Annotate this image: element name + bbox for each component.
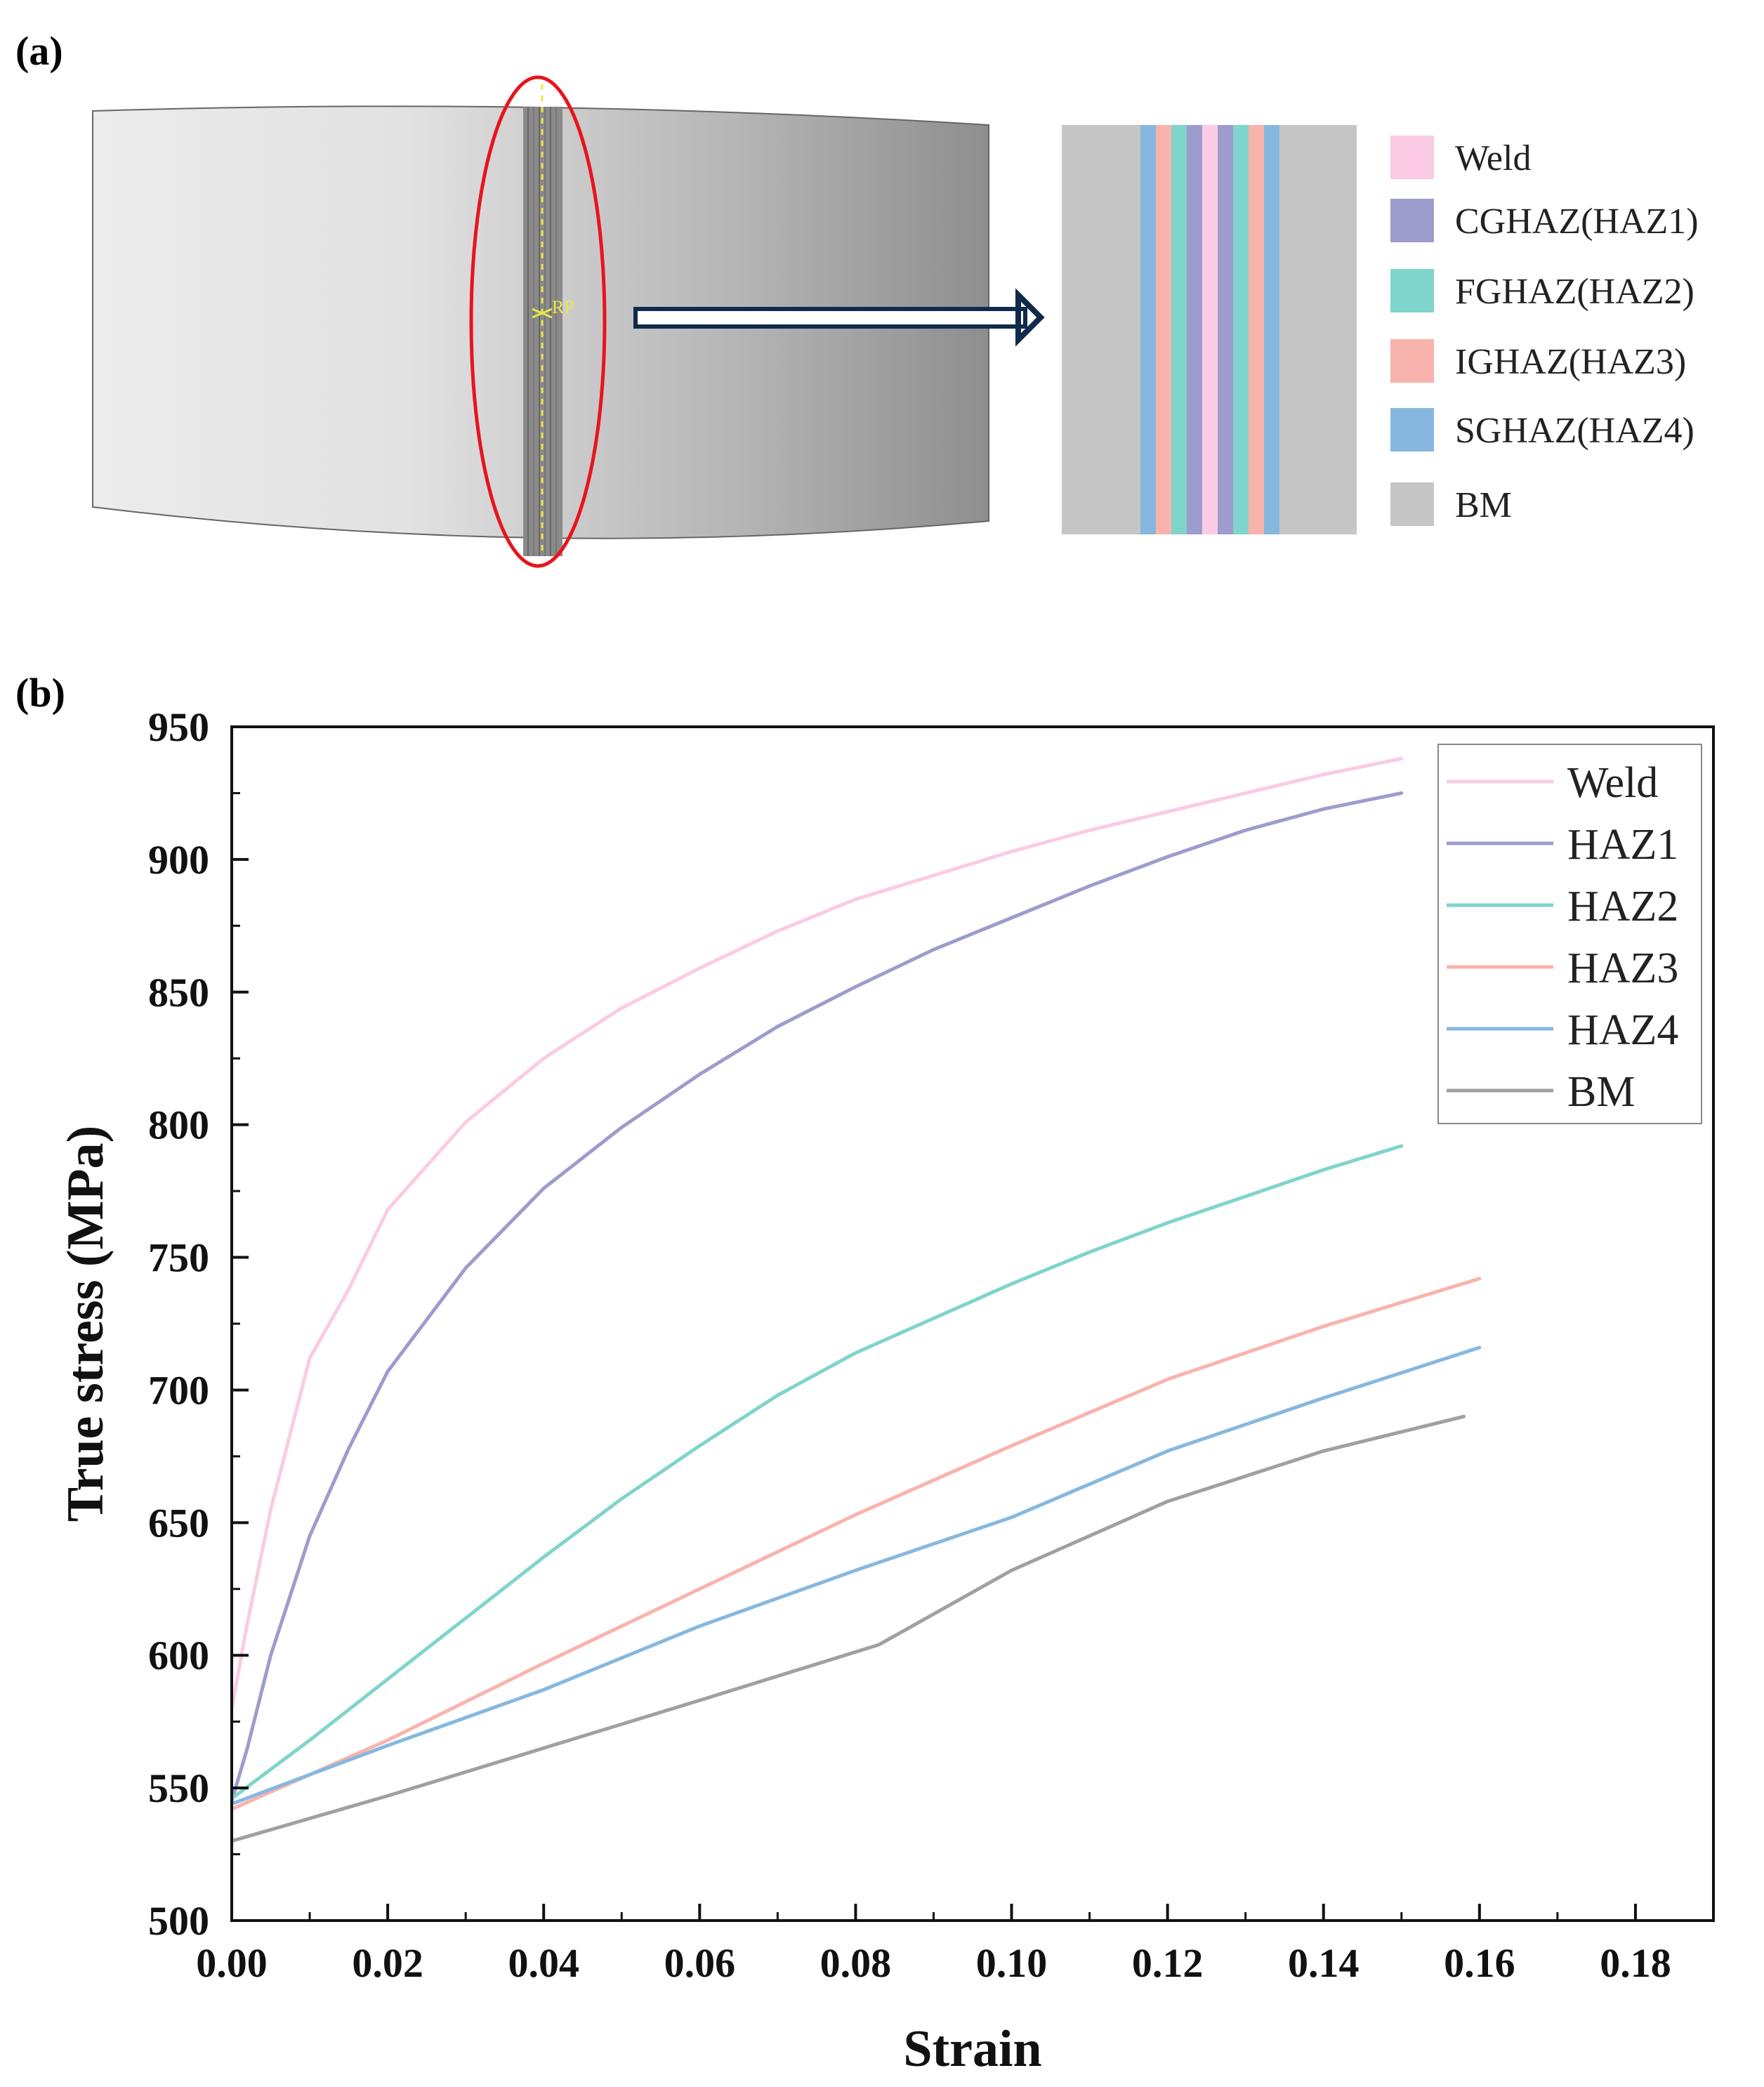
chart-legend: Weld HAZ1 HAZ2 HAZ3 HAZ4 BM bbox=[1437, 744, 1702, 1124]
zone-legend-label: CGHAZ(HAZ1) bbox=[1455, 202, 1699, 242]
series-line-haz2 bbox=[230, 1144, 1404, 1800]
x-tick-label: 0.04 bbox=[508, 1940, 579, 1986]
zone-strip-haz1-left bbox=[1187, 125, 1202, 534]
x-tick-label: 0.06 bbox=[664, 1940, 736, 1986]
zone-legend: Weld CGHAZ(HAZ1) FGHAZ(HAZ2) IGHAZ(HAZ3) SGH… bbox=[1390, 136, 1699, 526]
zone-legend-label: BM bbox=[1455, 485, 1512, 525]
zone-strip-haz3-left bbox=[1156, 125, 1171, 534]
series-line-bm bbox=[230, 1414, 1466, 1843]
y-tick-label: 950 bbox=[148, 704, 209, 750]
arrow-head bbox=[1015, 288, 1045, 347]
reference-point-marker: RP bbox=[532, 297, 574, 319]
chart-legend-label: HAZ4 bbox=[1567, 1006, 1678, 1054]
series-layer bbox=[230, 756, 1482, 1843]
y-tick-label: 900 bbox=[148, 837, 209, 883]
zone-strip-haz3-right bbox=[1249, 125, 1264, 534]
zone-strip-haz1-right bbox=[1218, 125, 1233, 534]
zone-legend-swatch bbox=[1390, 408, 1434, 452]
chart-legend-box bbox=[1437, 744, 1702, 1124]
y-tick-label: 750 bbox=[148, 1235, 209, 1281]
cylinder-model: RP bbox=[92, 75, 989, 568]
x-tick-label: 0.14 bbox=[1288, 1940, 1360, 1986]
series-line-weld bbox=[230, 756, 1404, 1711]
chart-legend-label: HAZ3 bbox=[1567, 944, 1678, 992]
y-tick-label: 600 bbox=[148, 1633, 209, 1678]
x-tick-label: 0.10 bbox=[976, 1940, 1048, 1986]
stress-strain-chart: 0.00 0.02 0.04 0.06 0.08 0.10 0.12 0.14 0.16 0.18… bbox=[57, 704, 1715, 2078]
x-tick-label: 0.08 bbox=[820, 1940, 892, 1986]
reference-point-label: RP bbox=[552, 297, 574, 317]
zone-strip-haz2-left bbox=[1171, 125, 1187, 534]
zone-strip-weld bbox=[1202, 125, 1218, 534]
zone-legend-swatch bbox=[1390, 269, 1434, 312]
weld-highlight-ellipse bbox=[469, 75, 607, 568]
zone-strip-haz4-left bbox=[1140, 125, 1156, 534]
zoom-arrow bbox=[633, 288, 1045, 347]
y-tick-label: 700 bbox=[148, 1367, 209, 1413]
y-tick-label: 550 bbox=[148, 1765, 209, 1811]
zone-legend-swatch bbox=[1390, 339, 1434, 383]
y-tick-label: 500 bbox=[148, 1898, 209, 1944]
x-axis-title: Strain bbox=[903, 2020, 1041, 2078]
y-axis-title: True stress (MPa) bbox=[57, 1126, 114, 1522]
y-tick-label: 650 bbox=[148, 1500, 209, 1546]
zone-legend-swatch bbox=[1390, 199, 1434, 242]
zone-strip-haz2-right bbox=[1233, 125, 1249, 534]
series-line-haz3 bbox=[230, 1277, 1482, 1811]
chart-legend-label: BM bbox=[1567, 1068, 1635, 1116]
x-tick-label: 0.00 bbox=[196, 1940, 268, 1986]
zone-strip-haz4-right bbox=[1264, 125, 1279, 534]
x-tick-label: 0.12 bbox=[1132, 1940, 1204, 1986]
x-tick-label: 0.02 bbox=[352, 1940, 423, 1986]
panel-a-label: (a) bbox=[15, 28, 63, 74]
zone-legend-swatch bbox=[1390, 136, 1434, 179]
y-tick-label: 850 bbox=[148, 970, 209, 1015]
x-tick-label: 0.18 bbox=[1600, 1940, 1671, 1986]
y-tick-label: 800 bbox=[148, 1102, 209, 1148]
zone-legend-label: FGHAZ(HAZ2) bbox=[1455, 272, 1694, 312]
tick-layer: 0.00 0.02 0.04 0.06 0.08 0.10 0.12 0.14 0.16 0.18… bbox=[148, 704, 1671, 1986]
series-line-haz4 bbox=[230, 1345, 1482, 1806]
chart-legend-label: Weld bbox=[1567, 759, 1658, 807]
zone-legend-swatch bbox=[1390, 482, 1434, 526]
zone-strip-diagram bbox=[1062, 125, 1357, 534]
chart-legend-label: HAZ1 bbox=[1567, 821, 1678, 869]
panel-b-label: (b) bbox=[15, 670, 65, 716]
chart-legend-label: HAZ2 bbox=[1567, 883, 1678, 930]
zone-legend-label: SGHAZ(HAZ4) bbox=[1455, 411, 1694, 451]
weld-region-mesh bbox=[523, 84, 562, 556]
arrow-shaft bbox=[633, 307, 1027, 329]
series-line-haz1 bbox=[230, 791, 1404, 1803]
zone-legend-label: IGHAZ(HAZ3) bbox=[1455, 342, 1686, 382]
zone-legend-label: Weld bbox=[1455, 138, 1531, 178]
x-tick-label: 0.16 bbox=[1444, 1940, 1515, 1986]
